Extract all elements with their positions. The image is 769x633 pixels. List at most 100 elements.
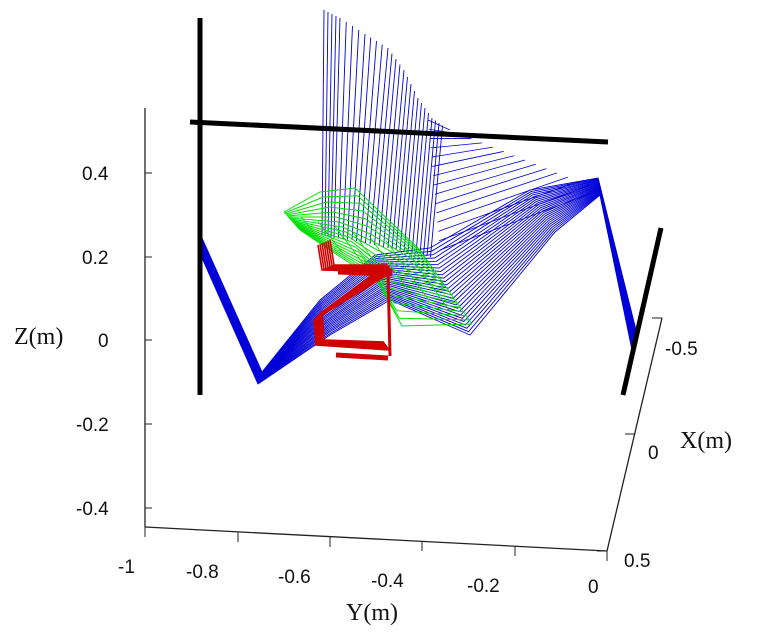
blue-mesh-line <box>201 193 633 385</box>
red-mesh-line <box>337 269 393 277</box>
z-tick-label: 0.2 <box>82 248 108 269</box>
x-ticks: -0.5 0 0.5 <box>597 317 698 572</box>
blue-mesh-line <box>374 53 393 246</box>
blue-mesh-line <box>201 192 633 384</box>
blue-mesh-line <box>201 181 638 376</box>
blue-mesh-line <box>426 122 440 257</box>
black-horizontal-line <box>189 119 609 145</box>
blue-mesh-line <box>399 90 415 252</box>
blue-mesh-line <box>407 102 422 253</box>
red-mesh-line <box>321 239 389 343</box>
red-trajectory-mesh <box>313 239 395 361</box>
green-mesh-line <box>286 206 430 263</box>
green-mesh-line <box>292 221 450 292</box>
y-axis-label: Y(m) <box>346 600 398 626</box>
blue-mesh-line <box>378 58 397 247</box>
green-mesh-line <box>287 211 432 267</box>
y-tick-label: -1 <box>118 557 135 578</box>
blue-mesh-line <box>439 189 601 251</box>
z-tick-label: -0.4 <box>76 499 109 520</box>
green-mesh-line <box>290 219 444 284</box>
blue-mesh-line <box>415 112 429 254</box>
green-mesh-line <box>419 249 473 325</box>
blue-mesh-line <box>201 189 635 382</box>
blue-mesh-line <box>435 168 547 204</box>
green-mesh-line <box>285 201 427 259</box>
blue-mesh-line <box>433 159 526 186</box>
blue-mesh-line <box>356 37 372 242</box>
blue-mesh-line <box>423 120 436 256</box>
blue-mesh-line <box>369 47 389 245</box>
red-mesh-line <box>318 241 391 346</box>
blue-mesh-line <box>201 194 633 385</box>
blue-mesh-line <box>437 176 568 223</box>
blue-mesh-line <box>430 125 443 258</box>
x-tick-label: 0.5 <box>624 551 650 572</box>
x-tick-label: -0.5 <box>665 339 698 360</box>
z-tick-label: 0.4 <box>82 164 109 185</box>
blue-mesh-line <box>321 9 325 236</box>
red-mesh-line <box>386 271 392 357</box>
y-tick-label: -0.4 <box>371 571 404 592</box>
blue-mesh-line <box>439 185 590 242</box>
red-mesh-line <box>319 240 390 345</box>
blue-mesh-line <box>438 181 579 232</box>
axes <box>144 108 663 552</box>
z-tick-label: -0.2 <box>76 415 109 436</box>
x-tick-label: 0 <box>648 443 659 464</box>
blue-mesh-line <box>391 76 408 250</box>
blue-mesh-line <box>432 151 504 167</box>
red-mesh-line <box>313 244 395 351</box>
y-tick-label: 0 <box>588 577 599 598</box>
blue-mesh-line <box>430 142 483 149</box>
z-tick-label: 0 <box>98 331 109 352</box>
y-tick-label: -0.2 <box>467 576 500 597</box>
blue-mesh-line <box>342 25 353 240</box>
green-mesh-line <box>293 222 452 296</box>
green-mesh-line <box>290 218 441 280</box>
blue-mesh-line <box>411 107 426 254</box>
black-right-line <box>620 227 664 396</box>
black-frame-lines <box>189 18 664 396</box>
blue-mesh-line <box>383 64 401 248</box>
red-mesh-line <box>314 244 394 350</box>
green-mesh-line <box>385 240 430 301</box>
green-mesh-line <box>297 226 464 313</box>
red-mesh-line <box>315 243 393 349</box>
y-tick-label: -0.6 <box>278 567 311 588</box>
green-mesh-line <box>300 216 322 243</box>
green-mesh-line <box>283 211 301 231</box>
blue-mesh-line <box>327 13 333 237</box>
green-mesh-line <box>297 227 467 317</box>
green-mesh-line <box>402 245 451 313</box>
blue-mesh-line <box>427 119 451 131</box>
green-mesh-line <box>284 195 424 255</box>
z-axis-label: Z(m) <box>14 324 63 350</box>
blue-mesh-line <box>433 155 515 177</box>
blue-mesh-line <box>201 192 634 384</box>
blue-mesh-line <box>351 33 366 241</box>
blue-mesh-line <box>434 163 536 195</box>
x-axis-label: X(m) <box>680 428 732 454</box>
blue-trajectory-mesh <box>201 9 639 385</box>
green-mesh-line <box>334 226 365 266</box>
y-ticks: -1 -0.8 -0.6 -0.4 -0.2 0 <box>118 527 608 598</box>
red-mesh-line <box>335 352 389 361</box>
green-mesh-line <box>317 221 344 254</box>
blue-mesh-line <box>201 190 634 382</box>
green-mesh-line <box>289 217 438 276</box>
blue-mesh-line <box>403 97 419 253</box>
blue-mesh-line <box>360 40 377 243</box>
green-mesh-line <box>368 235 408 289</box>
blue-mesh-line <box>387 69 405 249</box>
blue-mesh-line <box>436 172 558 214</box>
z-ticks: 0.4 0.2 0 -0.2 -0.4 <box>76 164 152 520</box>
blue-mesh-line <box>324 11 329 236</box>
blue-mesh-line <box>419 117 433 255</box>
green-mesh-line <box>288 216 435 272</box>
y-axis-line <box>144 526 608 552</box>
green-mesh-line <box>283 187 421 251</box>
blue-mesh-line <box>395 83 412 251</box>
